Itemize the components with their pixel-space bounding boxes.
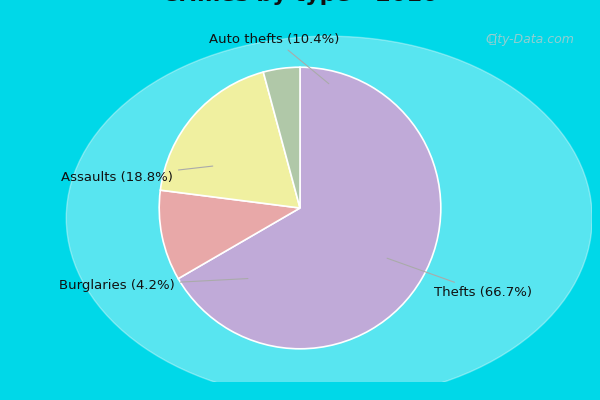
Text: ⓘ: ⓘ xyxy=(488,32,496,46)
Title: Crimes by type - 2016: Crimes by type - 2016 xyxy=(162,0,438,5)
Text: Thefts (66.7%): Thefts (66.7%) xyxy=(387,258,532,299)
Ellipse shape xyxy=(66,36,592,400)
Text: Assaults (18.8%): Assaults (18.8%) xyxy=(61,166,213,184)
Wedge shape xyxy=(159,190,300,279)
Wedge shape xyxy=(263,67,300,208)
Text: Auto thefts (10.4%): Auto thefts (10.4%) xyxy=(209,32,340,84)
Text: City-Data.com: City-Data.com xyxy=(486,32,575,46)
Wedge shape xyxy=(178,67,441,349)
Wedge shape xyxy=(160,72,300,208)
Text: Burglaries (4.2%): Burglaries (4.2%) xyxy=(59,278,248,292)
